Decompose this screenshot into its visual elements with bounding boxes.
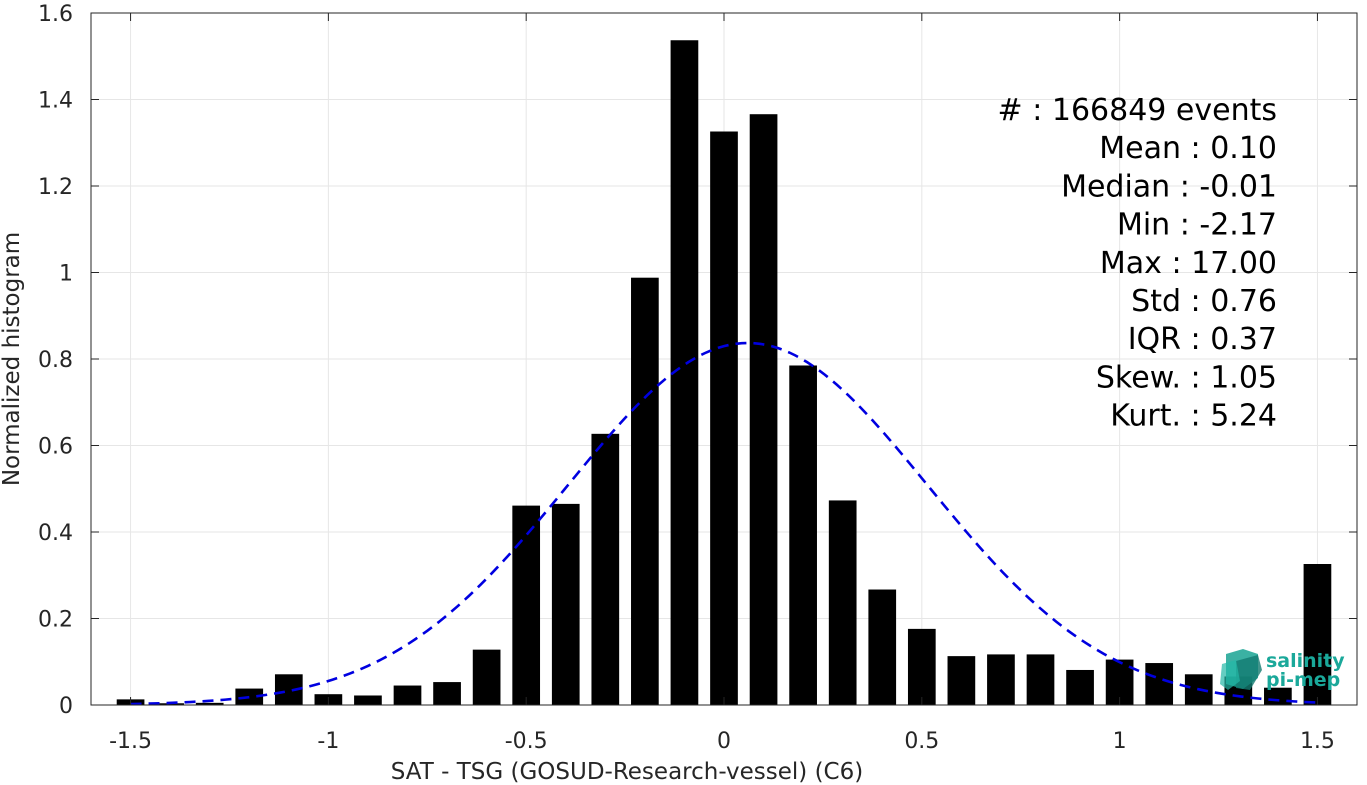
stat-line: Kurt. : 5.24 bbox=[1110, 399, 1277, 434]
histogram-bar bbox=[749, 114, 778, 705]
y-tick-label: 1.2 bbox=[38, 175, 73, 200]
logo-text-salinity: salinity bbox=[1266, 650, 1345, 672]
histogram-bar bbox=[354, 695, 382, 705]
histogram-bar bbox=[789, 365, 817, 705]
histogram-bar bbox=[433, 682, 461, 705]
histogram-bar bbox=[551, 503, 580, 705]
x-tick-label: -0.5 bbox=[505, 729, 548, 754]
stat-line: Median : -0.01 bbox=[1061, 169, 1277, 204]
histogram-bar bbox=[1026, 654, 1055, 705]
normal-fit-curve bbox=[130, 341, 1318, 706]
histogram-bar bbox=[195, 702, 224, 705]
histogram-bar bbox=[512, 505, 541, 705]
histogram-bar bbox=[947, 656, 976, 705]
stat-line: # : 166849 events bbox=[998, 93, 1277, 128]
stat-line: Max : 17.00 bbox=[1100, 246, 1277, 281]
logo-emblem-icon bbox=[1220, 649, 1262, 690]
histogram-bar bbox=[472, 649, 501, 705]
stat-line: Skew. : 1.05 bbox=[1096, 360, 1277, 395]
y-tick-label: 1.6 bbox=[38, 2, 73, 27]
x-tick-label: 0 bbox=[717, 729, 731, 754]
histogram-bar bbox=[710, 131, 738, 705]
histogram-bars bbox=[116, 40, 1332, 706]
stat-line: Mean : 0.10 bbox=[1099, 131, 1277, 166]
x-axis-label: SAT - TSG (GOSUD-Research-vessel) (C6) bbox=[391, 759, 863, 785]
x-tick-label: -1.5 bbox=[109, 729, 152, 754]
x-tick-label: 0.5 bbox=[904, 729, 939, 754]
y-tick-label: 0.8 bbox=[38, 348, 73, 373]
x-tick-label: 1.5 bbox=[1300, 729, 1335, 754]
logo-text-pi-mep: pi-mep bbox=[1266, 669, 1340, 691]
histogram-bar bbox=[1066, 669, 1094, 705]
histogram-bar bbox=[987, 654, 1015, 705]
salinity-pi-mep-logo: salinity pi-mep bbox=[1220, 649, 1345, 691]
histogram-bar bbox=[907, 628, 936, 705]
y-axis-label: Normalized histogram bbox=[0, 232, 25, 486]
x-tick-label: -1 bbox=[317, 729, 339, 754]
y-tick-label: 0.2 bbox=[38, 608, 73, 633]
histogram-bar bbox=[393, 685, 422, 705]
y-tick-label: 0.4 bbox=[38, 521, 73, 546]
histogram-bar bbox=[631, 277, 659, 705]
y-tick-label: 1 bbox=[59, 262, 73, 287]
stat-line: Std : 0.76 bbox=[1131, 284, 1277, 319]
histogram-bar bbox=[828, 500, 857, 705]
histogram-bar bbox=[1303, 564, 1332, 705]
y-axis-ticks: 0 0.2 0.4 0.6 0.8 1 1.2 1.4 1.6 bbox=[38, 2, 1357, 719]
x-tick-label: 1 bbox=[1113, 729, 1127, 754]
stat-line: Min : -2.17 bbox=[1117, 208, 1277, 243]
y-tick-label: 0.6 bbox=[38, 435, 73, 460]
y-tick-label: 1.4 bbox=[38, 89, 73, 114]
y-tick-label: 0 bbox=[59, 694, 73, 719]
histogram-bar bbox=[591, 433, 620, 705]
histogram-bar bbox=[1145, 663, 1174, 705]
x-axis-ticks: -1.5 -1 -0.5 0 0.5 1 1.5 bbox=[109, 13, 1335, 754]
histogram-bar bbox=[868, 589, 897, 705]
stat-line: IQR : 0.37 bbox=[1128, 322, 1277, 357]
